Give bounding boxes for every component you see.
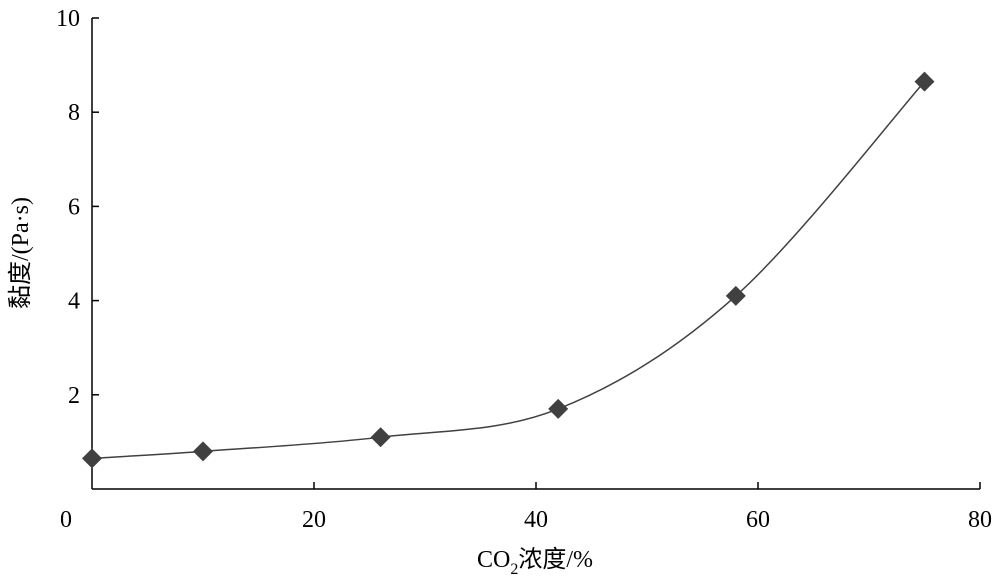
data-point-marker	[370, 427, 391, 448]
x-axis-title-subscript: 2	[510, 561, 518, 578]
y-tick-label: 4	[68, 289, 80, 315]
x-axis-title-main: CO	[477, 547, 510, 573]
data-point-marker	[193, 441, 213, 462]
data-point-marker	[82, 448, 102, 469]
x-axis-title: CO2浓度/%	[477, 546, 593, 578]
y-tick-label: 8	[68, 100, 80, 126]
x-axis-title-rest: 浓度/%	[518, 546, 593, 573]
y-ticks: 2 4 6 8 10	[56, 6, 99, 409]
x-tick-label: 60	[746, 507, 770, 533]
x-tick-label: 40	[524, 507, 548, 533]
x-tick-label: 20	[302, 507, 326, 533]
x-tick-label: 80	[968, 507, 992, 533]
y-axis-title: 黏度/(Pa·s)	[7, 197, 34, 309]
y-tick-label: 2	[68, 383, 80, 409]
data-point-marker	[548, 398, 569, 419]
series-line	[91, 81, 926, 460]
data-point-marker	[725, 285, 746, 306]
series-markers	[82, 71, 935, 469]
plot-area: 2 4 6 8 10 0 20 40 60 80	[56, 6, 992, 533]
x-tick-label: 0	[60, 507, 72, 533]
x-ticks: 0 20 40 60 80	[60, 482, 992, 533]
y-tick-label: 10	[56, 6, 80, 32]
data-point-marker	[914, 71, 935, 92]
y-tick-label: 6	[68, 194, 80, 220]
